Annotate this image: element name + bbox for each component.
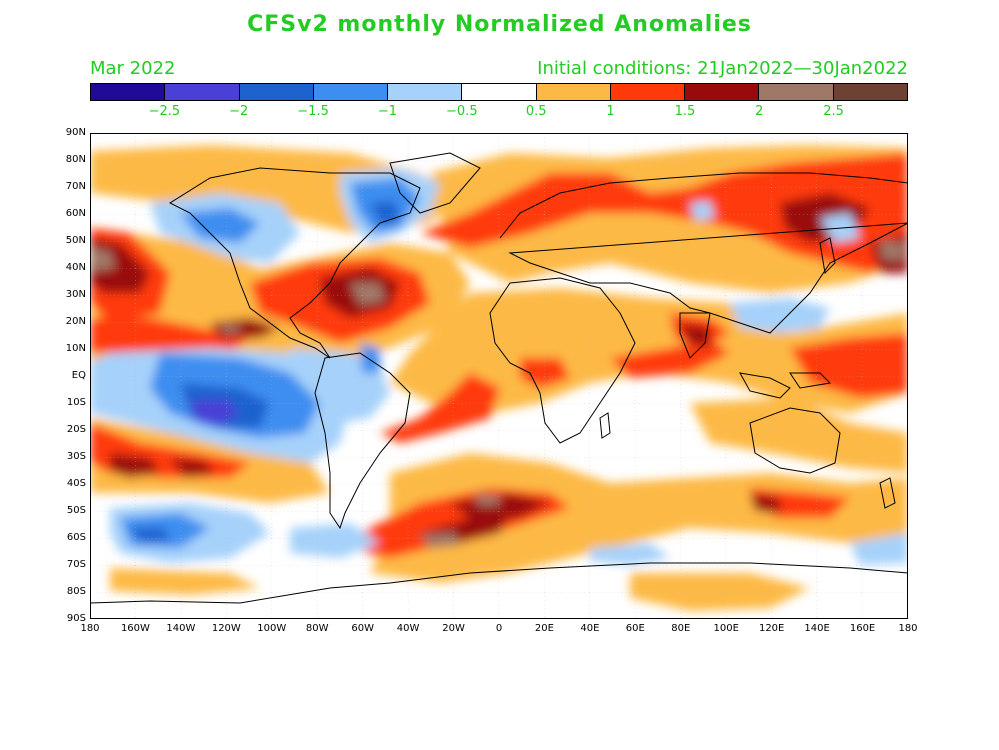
lat-label: 10S [66,397,86,408]
lat-label: 80S [66,586,86,597]
lat-label: 50S [66,505,86,516]
colorbar-label: 0.5 [525,104,547,119]
lon-label: 120W [211,623,241,634]
lat-label: 90S [66,613,86,624]
colorbar-segment [91,84,166,100]
colorbar-segment [685,84,760,100]
lon-label: 160E [849,623,876,634]
initial-conditions: Initial conditions: 21Jan2022—30Jan2022 [537,58,908,79]
lat-label: 10N [65,343,86,354]
lat-label: 30N [65,289,86,300]
colorbar-segment [239,84,314,100]
lon-label: 100W [257,623,287,634]
chart-title: CFSv2 monthly Normalized Anomalies [247,12,752,37]
lon-label: 0 [495,623,503,634]
lon-label: 20W [442,623,465,634]
lat-label: 30S [66,451,86,462]
lat-label: 80N [65,154,86,165]
colorbar-label: 2 [755,104,764,119]
lon-label: 40W [396,623,420,634]
colorbar-segment [462,84,537,100]
map-frame [89,133,909,619]
colorbar-segment [610,84,686,100]
lon-label: 60W [351,623,374,634]
graticule [90,133,908,619]
lat-label: 60N [65,208,86,219]
colorbar [90,83,908,101]
lat-label: 40S [66,478,86,489]
forecast-month: Mar 2022 [90,58,176,79]
lat-label: 20S [66,424,86,435]
lat-label: EQ [71,370,86,381]
lon-label: 80W [305,623,329,634]
colorbar-segment [536,84,611,100]
lon-label: 40E [580,623,600,634]
colorbar-label: −0.5 [446,104,478,119]
lon-label: 180 [898,623,918,634]
lat-label: 20N [65,316,86,327]
lon-label: 140W [166,623,196,634]
colorbar-segment [165,84,240,100]
lon-label: 60E [625,623,645,634]
coastlines [89,152,909,604]
colorbar-label: 1 [606,104,615,119]
lon-label: 20E [534,623,554,634]
colorbar-label: −1.5 [297,104,329,119]
lon-label: 80E [671,623,691,634]
colorbar-label: 2.5 [823,104,844,119]
map-border [90,133,908,619]
lat-label: 60S [66,532,86,543]
lon-label: 100E [713,623,739,634]
colorbar-segment [759,84,834,100]
colorbar-label: −2 [229,104,249,119]
lat-label: 50N [65,235,86,246]
lon-label: 180 [80,623,100,634]
colorbar-label: −2.5 [148,104,181,119]
lon-label: 160W [120,623,150,634]
colorbar-segment [833,84,907,100]
anomaly-map [89,133,909,619]
lat-label: 70N [65,181,86,192]
lon-label: 120E [758,623,785,634]
colorbar-label: 1.5 [674,104,696,119]
lat-label: 90N [65,127,86,138]
lat-label: 70S [66,559,86,570]
lat-label: 40N [65,262,86,273]
colorbar-segment [313,84,389,100]
colorbar-label: −1 [377,104,398,119]
lon-label: 140E [804,623,830,634]
colorbar-segment [388,84,463,100]
